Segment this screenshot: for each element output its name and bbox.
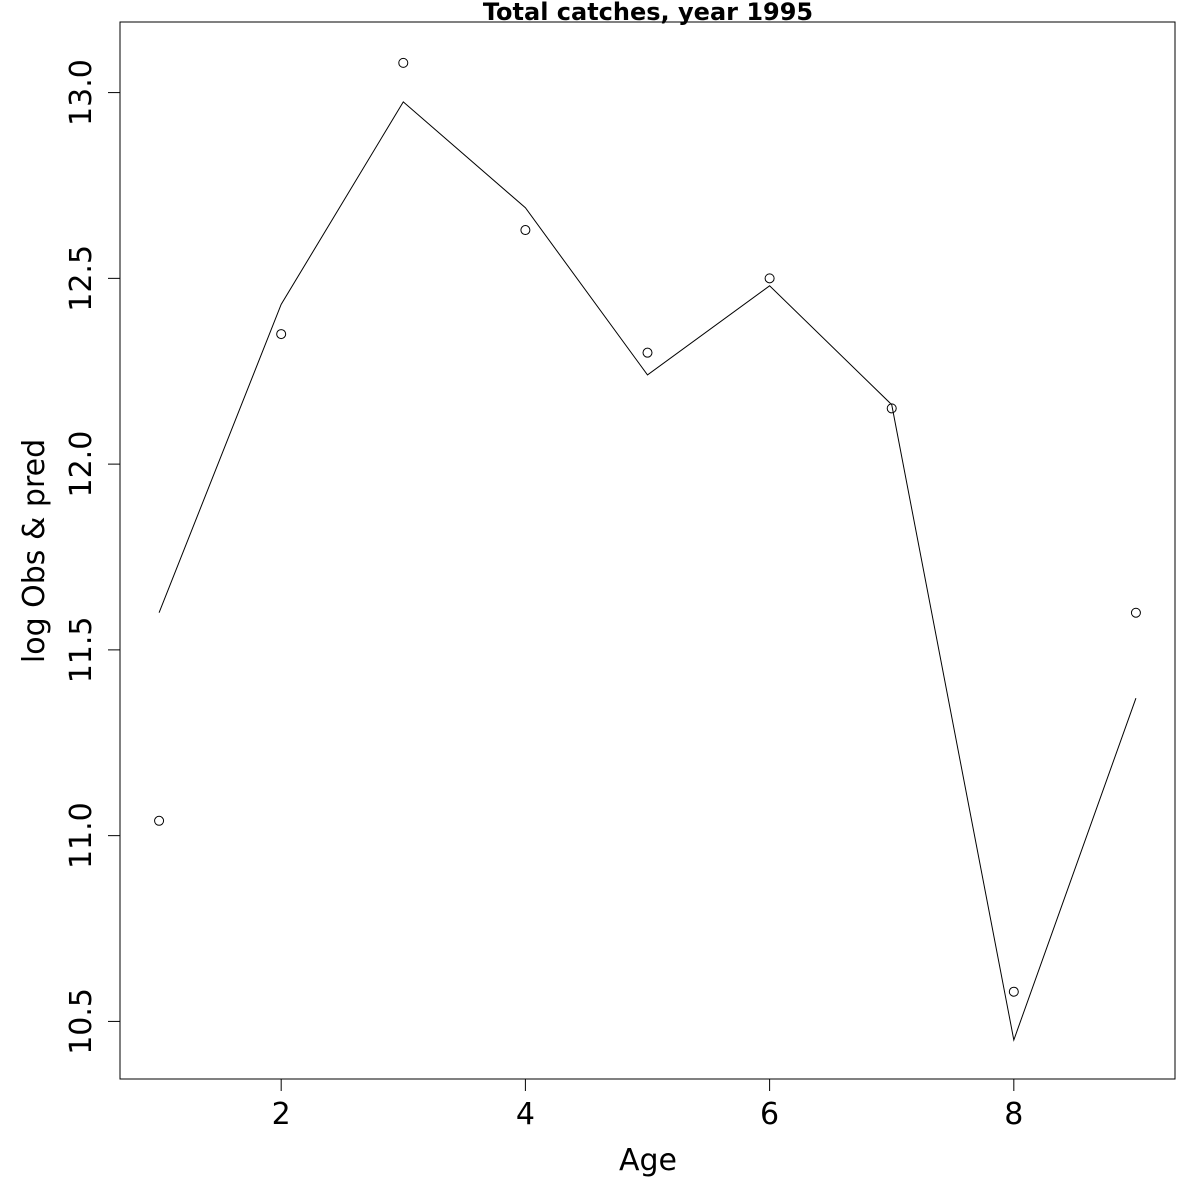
plot-frame bbox=[119, 21, 1176, 1080]
series-layer bbox=[154, 57, 1141, 1042]
x-tick-label: 6 bbox=[760, 1097, 779, 1132]
observed-point bbox=[276, 329, 287, 340]
y-axis: 10.5 11.0 11.5 12.0 12.5 13.0 bbox=[64, 59, 120, 1055]
y-axis-label: log Obs & pred bbox=[17, 439, 52, 663]
y-tick-label: 11.0 bbox=[64, 802, 99, 869]
y-tick-label: 13.0 bbox=[64, 59, 99, 126]
observed-point bbox=[764, 273, 775, 284]
observed-point bbox=[520, 225, 531, 236]
observed-point bbox=[154, 815, 165, 826]
x-tick-label: 8 bbox=[1004, 1097, 1023, 1132]
observed-point bbox=[1130, 607, 1141, 618]
x-axis: 2 4 6 8 bbox=[272, 1079, 1023, 1132]
x-tick-label: 4 bbox=[516, 1097, 535, 1132]
y-tick-label: 11.5 bbox=[64, 616, 99, 683]
observed-point bbox=[398, 57, 409, 68]
x-axis-label: Age bbox=[619, 1143, 677, 1178]
observed-point bbox=[886, 403, 897, 414]
x-tick-label: 2 bbox=[272, 1097, 291, 1132]
y-tick-label: 12.0 bbox=[64, 431, 99, 498]
observed-point bbox=[642, 347, 653, 358]
predicted-line bbox=[158, 101, 1137, 1042]
y-tick-label: 10.5 bbox=[64, 988, 99, 1055]
y-tick-label: 12.5 bbox=[64, 245, 99, 312]
observed-point bbox=[1008, 986, 1019, 997]
